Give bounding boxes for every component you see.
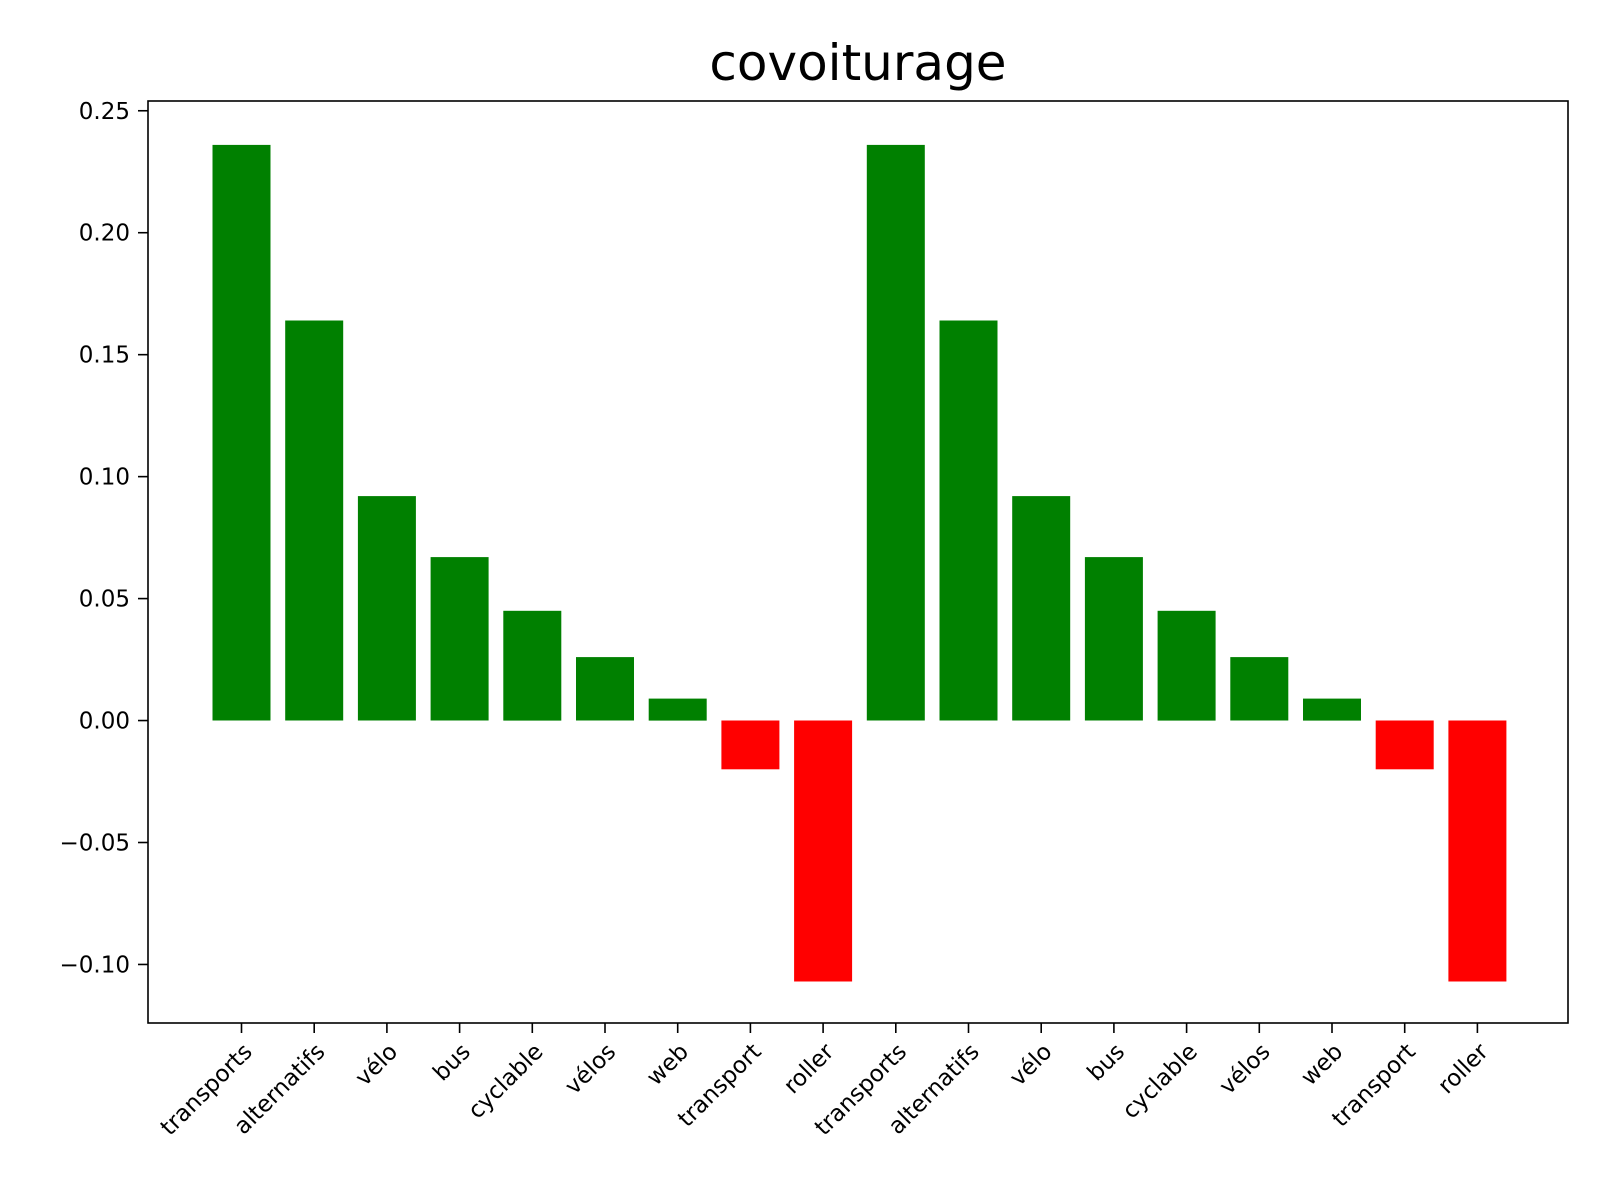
y-tick-label: 0.15	[79, 343, 130, 369]
bar-cyclable-13	[1157, 610, 1216, 721]
bar-transports-9	[866, 144, 925, 721]
y-tick-label: 0.05	[79, 587, 130, 613]
bar-transport-7	[721, 720, 780, 770]
x-tick-label: web	[1296, 1039, 1348, 1091]
bar-vélos-14	[1230, 657, 1289, 721]
bar-web-15	[1303, 698, 1361, 721]
bars-group	[212, 144, 1507, 982]
x-tick-label: vélo	[1005, 1039, 1057, 1091]
x-tick-label: roller	[779, 1038, 840, 1099]
bar-alternatifs-1	[285, 320, 344, 721]
x-tick-label: vélo	[351, 1039, 403, 1091]
bar-cyclable-4	[503, 610, 562, 721]
y-tick-label: 0.20	[79, 221, 130, 247]
bar-transport-16	[1375, 720, 1434, 770]
plot-frame	[147, 100, 1569, 1024]
x-tick-label: bus	[428, 1039, 475, 1086]
x-tick-label: vélos	[1215, 1039, 1276, 1100]
y-tick-label: −0.10	[60, 952, 130, 978]
bar-bus-12	[1084, 557, 1143, 721]
bar-vélos-5	[576, 657, 634, 721]
bar-bus-3	[430, 557, 489, 721]
bar-web-6	[648, 698, 707, 721]
bar-vélo-11	[1012, 496, 1071, 721]
x-tick-label: cyclable	[463, 1039, 548, 1124]
x-tick-label: bus	[1083, 1039, 1130, 1086]
x-tick-label: cyclable	[1118, 1039, 1203, 1124]
bar-roller-8	[794, 720, 853, 982]
y-tick-label: 0.00	[79, 709, 130, 735]
x-tick-label: web	[642, 1039, 694, 1091]
bar-vélo-2	[357, 496, 416, 721]
bar-transports-0	[212, 144, 271, 721]
bar-roller-17	[1448, 720, 1507, 982]
y-axis: 0.25 0.20 0.15 0.10 0.05 0.00 −0.05 −0.10	[60, 99, 148, 978]
y-tick-label: 0.10	[79, 465, 130, 491]
chart-title: covoiturage	[709, 34, 1006, 92]
bar-alternatifs-10	[939, 320, 998, 721]
y-tick-label: 0.25	[79, 99, 130, 125]
x-tick-label: vélos	[560, 1039, 621, 1100]
x-tick-label: roller	[1433, 1038, 1494, 1099]
y-tick-label: −0.05	[60, 831, 130, 857]
